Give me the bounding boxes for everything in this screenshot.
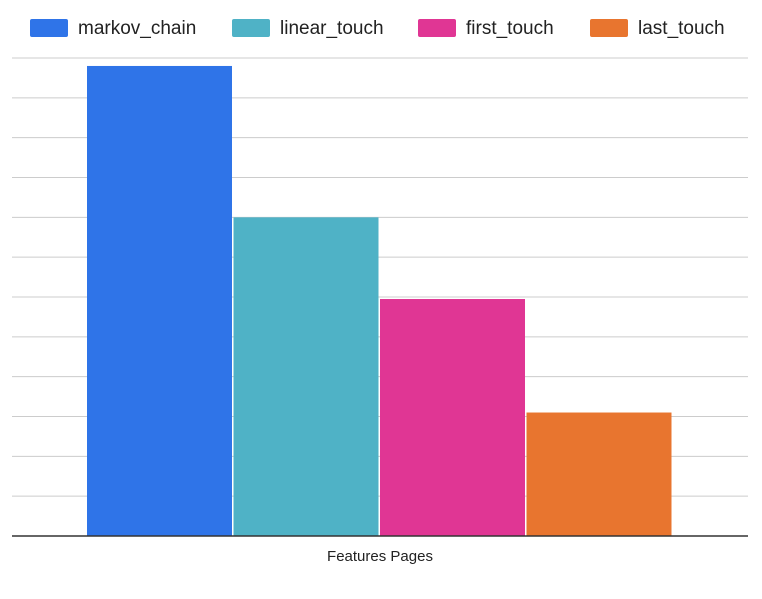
bar-markov-chain bbox=[87, 65, 232, 536]
legend-item-linear-touch: linear_touch bbox=[232, 18, 384, 39]
legend-label: first_touch bbox=[466, 18, 554, 39]
legend-item-first-touch: first_touch bbox=[418, 18, 554, 39]
bar-last-touch bbox=[526, 412, 672, 536]
bar-linear-touch bbox=[233, 217, 379, 537]
bar-first-touch bbox=[380, 298, 525, 536]
legend-swatch bbox=[590, 19, 628, 37]
x-axis-ticks: Features Pages bbox=[327, 548, 433, 565]
legend-item-markov-chain: markov_chain bbox=[30, 18, 196, 39]
legend-item-last-touch: last_touch bbox=[590, 18, 725, 39]
x-tick-label: Features Pages bbox=[327, 548, 433, 565]
legend-label: last_touch bbox=[638, 18, 725, 39]
legend-swatch bbox=[232, 19, 270, 37]
bars bbox=[87, 65, 672, 537]
legend-label: markov_chain bbox=[78, 18, 196, 39]
legend-swatch bbox=[30, 19, 68, 37]
legend-label: linear_touch bbox=[280, 18, 384, 39]
legend-swatch bbox=[418, 19, 456, 37]
legend: markov_chain linear_touch first_touch last_… bbox=[30, 18, 725, 39]
